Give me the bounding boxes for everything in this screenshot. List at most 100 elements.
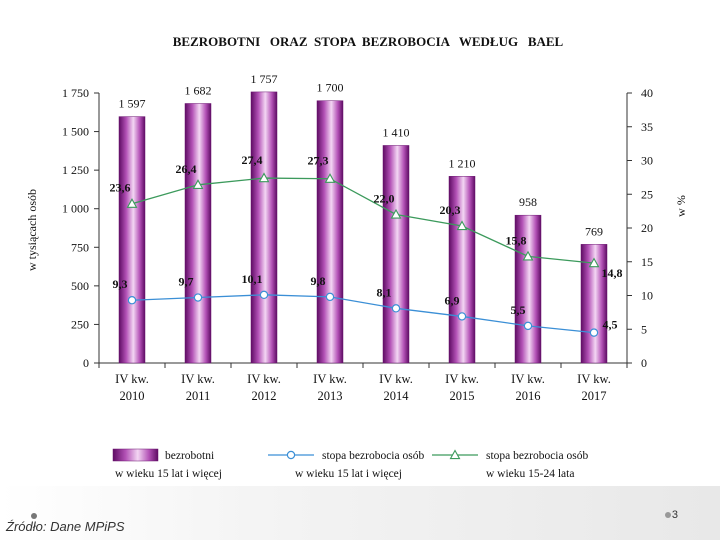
point-circle: [127, 296, 137, 305]
y-left-axis-label: w tysiącach osób: [25, 189, 39, 271]
x-tick-label-line2: 2013: [318, 389, 343, 403]
line-data-label: 20,3: [440, 203, 461, 217]
x-tick-label-line2: 2017: [582, 389, 607, 403]
slide-number-dot: [665, 512, 671, 518]
line-data-label: 9,8: [311, 274, 326, 288]
y-left-tick-label: 1 250: [62, 163, 89, 177]
y-left-tick-label: 1 000: [62, 202, 89, 216]
point-circle: [391, 304, 401, 313]
chart-title: BEZROBOTNI ORAZ STOPA BEZROBOCIA WEDŁUG …: [173, 34, 564, 49]
line-rate-15plus: [131, 294, 595, 334]
point-circle: [589, 328, 599, 337]
y-left-tick-label: 1 750: [62, 86, 89, 100]
line-data-label: 23,6: [110, 181, 131, 195]
legend-marker-circle: [286, 450, 296, 460]
bar-data-label: 1 597: [119, 97, 146, 111]
x-tick-label-line1: IV kw.: [115, 372, 149, 386]
y-right-axis-label: w %: [674, 195, 688, 217]
bar: [514, 214, 542, 364]
line-data-label: 22,0: [374, 192, 395, 206]
bar-data-label: 1 700: [317, 81, 344, 95]
point-triangle: [456, 220, 468, 231]
y-left-tick-label: 1 500: [62, 125, 89, 139]
legend-label-line2: w wieku 15 lat i więcej: [115, 468, 222, 480]
point-circle: [193, 293, 203, 302]
line-data-label: 27,4: [242, 153, 263, 167]
point-triangle: [390, 208, 402, 219]
bar: [448, 176, 476, 364]
bar: [118, 116, 146, 364]
x-tick-label-line1: IV kw.: [313, 372, 347, 386]
bar: [250, 91, 278, 364]
y-right-tick-label: 40: [641, 86, 653, 100]
line-data-label: 9,7: [179, 275, 194, 289]
bar-data-label: 1 682: [185, 83, 212, 97]
line-data-label: 10,1: [242, 272, 263, 286]
bar-data-label: 1 410: [383, 125, 410, 139]
line-data-label: 27,3: [308, 154, 329, 168]
legend-label-line2: w wieku 15-24 lata: [486, 468, 574, 480]
x-tick-label-line2: 2012: [252, 389, 277, 403]
source-bullet-dot: [31, 513, 37, 519]
line-data-label: 8,1: [377, 285, 392, 299]
x-tick-label-line1: IV kw.: [379, 372, 413, 386]
x-tick-label-line2: 2016: [516, 389, 541, 403]
x-tick-label-line1: IV kw.: [247, 372, 281, 386]
x-tick-label-line2: 2011: [186, 389, 211, 403]
x-tick-label-line1: IV kw.: [577, 372, 611, 386]
point-circle: [259, 290, 269, 300]
y-left-tick-label: 750: [71, 240, 89, 254]
x-tick-label-line1: IV kw.: [445, 372, 479, 386]
bar-data-label: 769: [585, 224, 603, 238]
footer-band: [0, 486, 720, 540]
bar: [382, 145, 410, 364]
legend-marker-triangle: [449, 449, 461, 460]
bar: [184, 103, 212, 364]
line-data-label: 15,8: [506, 233, 527, 247]
source-note: Źródło: Dane MPiPS: [6, 519, 125, 534]
bar: [316, 100, 344, 364]
legend-label-line2: w wieku 15 lat i więcej: [295, 468, 402, 480]
line-data-label: 9,3: [113, 277, 128, 291]
y-right-tick-label: 0: [641, 356, 647, 370]
legend-swatch-bar: [112, 448, 159, 462]
x-tick-label-line2: 2010: [120, 389, 145, 403]
y-right-tick-label: 20: [641, 221, 653, 235]
line-data-label: 26,4: [176, 162, 197, 176]
line-data-label: 5,5: [511, 303, 526, 317]
point-triangle: [324, 173, 336, 183]
slide-number: 3: [671, 509, 678, 521]
legend-label-line1: bezrobotni: [165, 450, 214, 462]
point-triangle: [522, 250, 534, 261]
legend-label-line1: stopa bezrobocia osób: [486, 450, 588, 462]
point-triangle: [192, 179, 204, 189]
y-right-tick-label: 30: [641, 154, 653, 168]
y-left-tick-label: 0: [83, 356, 89, 370]
bar-data-label: 1 757: [251, 72, 278, 86]
point-circle: [325, 292, 335, 302]
x-tick-label-line1: IV kw.: [181, 372, 215, 386]
x-tick-label-line1: IV kw.: [511, 372, 545, 386]
point-triangle: [258, 172, 270, 183]
y-right-tick-label: 5: [641, 322, 647, 336]
y-right-tick-label: 10: [641, 289, 653, 303]
y-right-tick-label: 25: [641, 187, 653, 201]
y-right-tick-label: 35: [641, 120, 653, 134]
point-triangle: [126, 198, 138, 208]
bar-data-label: 1 210: [449, 156, 476, 170]
x-tick-label-line2: 2015: [450, 389, 475, 403]
bar-data-label: 958: [519, 195, 537, 209]
y-right-tick-label: 15: [641, 255, 653, 269]
y-left-tick-label: 500: [71, 279, 89, 293]
point-circle: [523, 321, 533, 331]
line-data-label: 6,9: [445, 293, 460, 307]
line-rate-15-24: [131, 177, 595, 264]
point-circle: [457, 312, 467, 321]
point-triangle: [588, 257, 600, 268]
legend-label-line1: stopa bezrobocia osób: [322, 450, 424, 462]
y-left-tick-label: 250: [71, 317, 89, 331]
line-data-label: 14,8: [602, 266, 623, 280]
x-tick-label-line2: 2014: [384, 389, 410, 403]
line-data-label: 4,5: [603, 318, 618, 332]
